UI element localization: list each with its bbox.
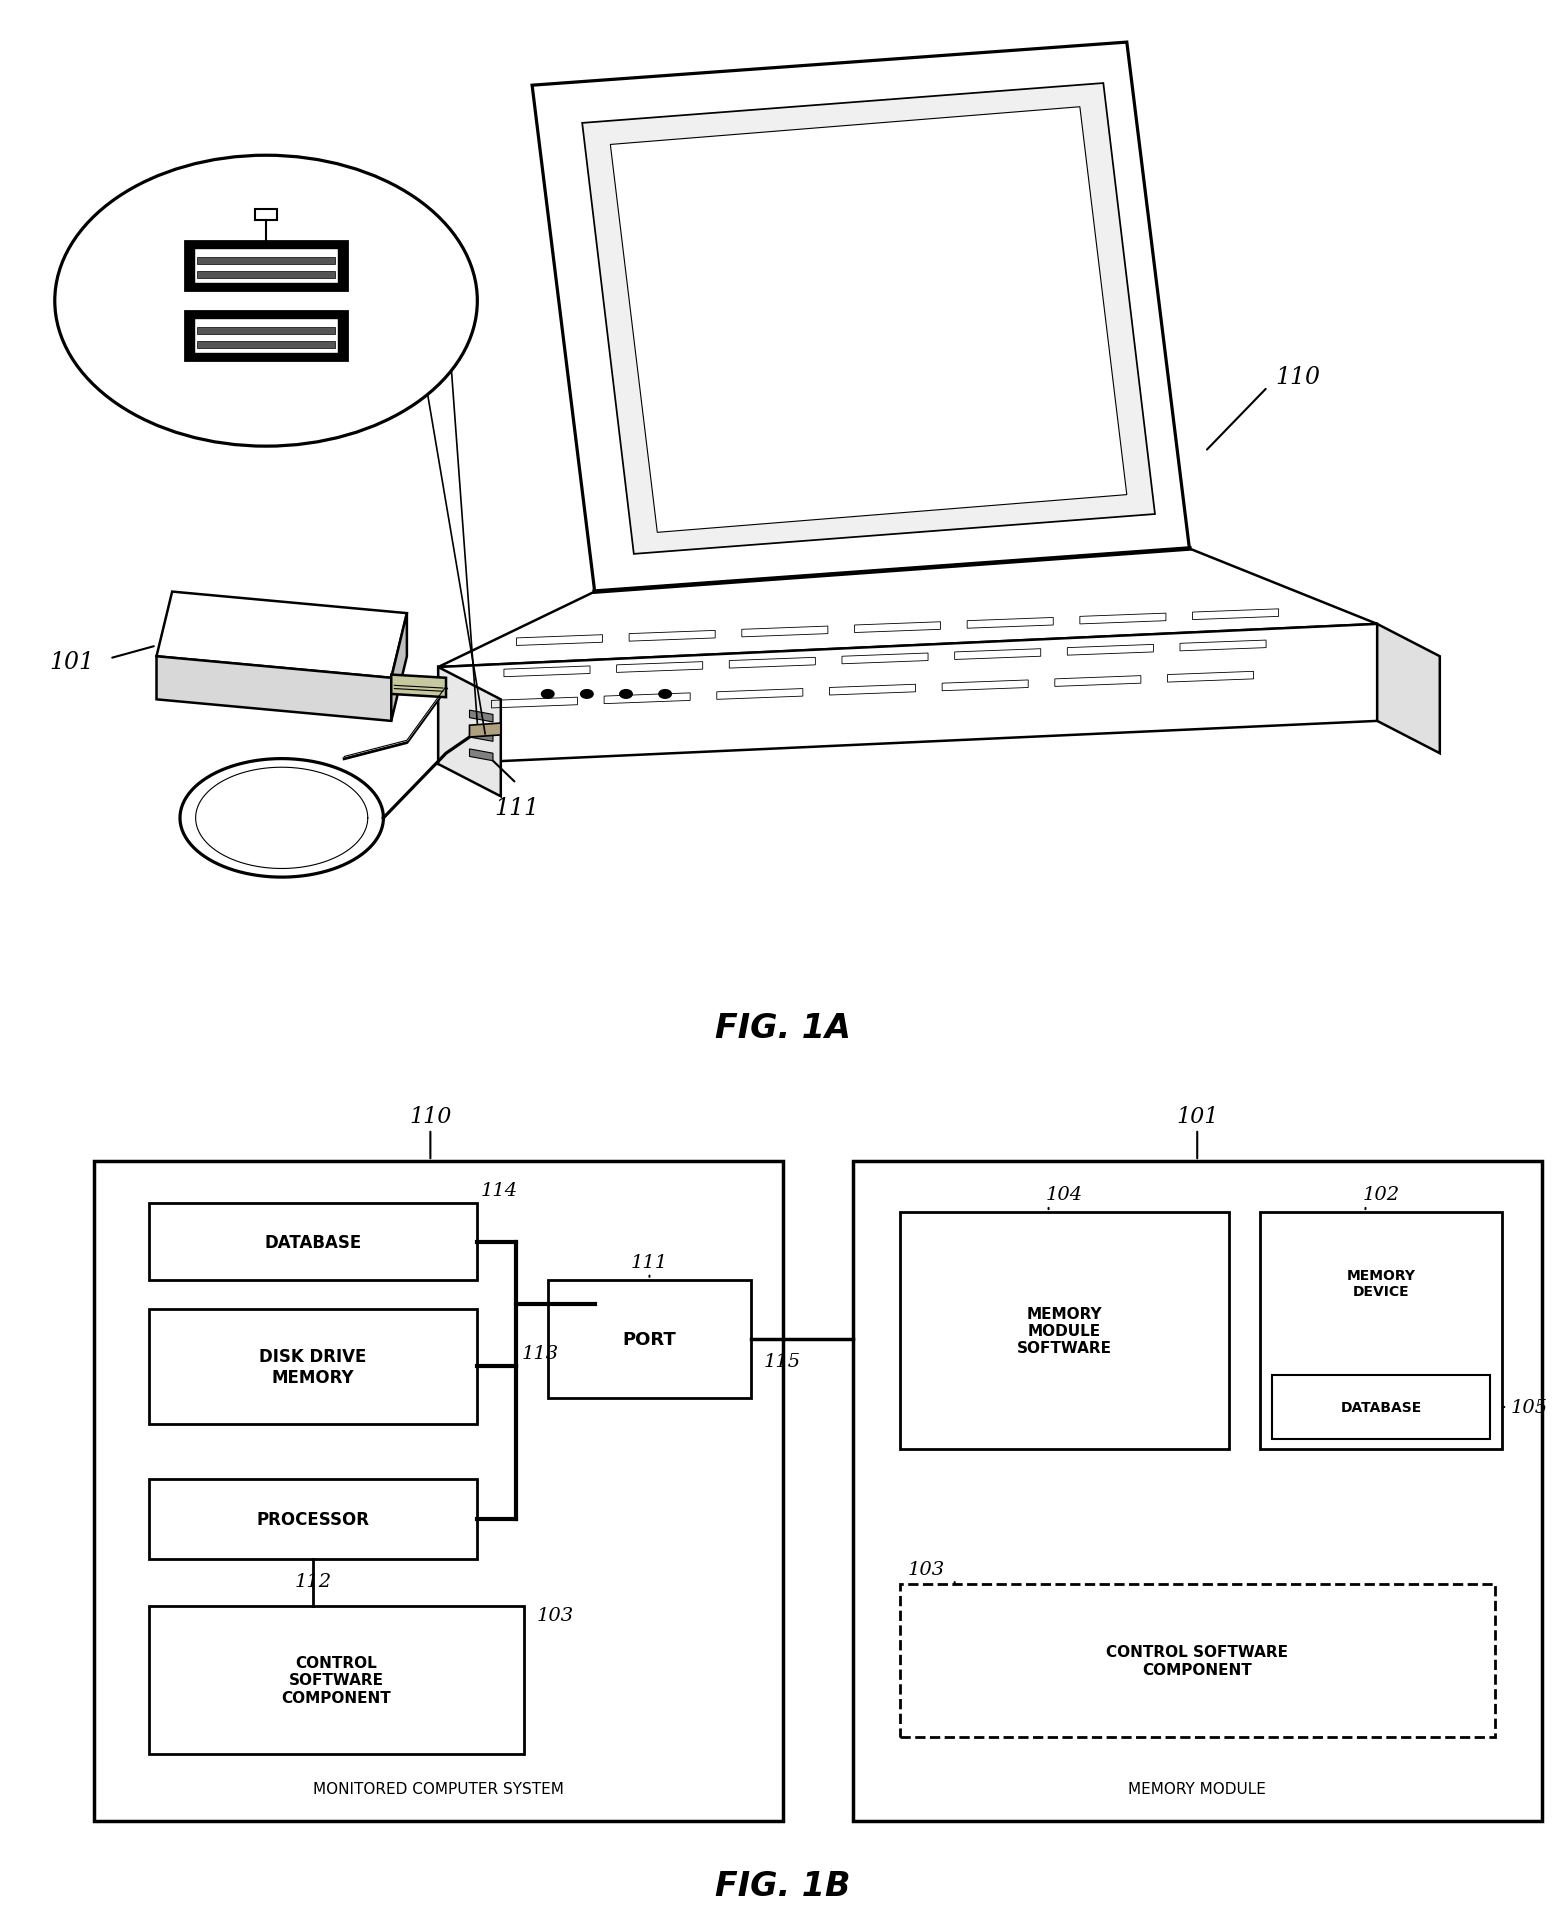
Circle shape: [541, 690, 554, 698]
Text: PROCESSOR: PROCESSOR: [257, 1510, 369, 1529]
Text: DATABASE: DATABASE: [264, 1233, 362, 1250]
Text: FIG. 1A: FIG. 1A: [715, 1011, 850, 1044]
Polygon shape: [470, 731, 493, 742]
Text: DISK DRIVE
MEMORY: DISK DRIVE MEMORY: [260, 1348, 366, 1386]
Bar: [548, 1281, 751, 1398]
Text: CONTROL SOFTWARE
COMPONENT: CONTROL SOFTWARE COMPONENT: [1106, 1644, 1288, 1677]
Bar: [149, 1479, 477, 1560]
Text: 102: 102: [1363, 1186, 1399, 1204]
Polygon shape: [1377, 625, 1440, 754]
Polygon shape: [156, 592, 407, 679]
Text: MEMORY
DEVICE: MEMORY DEVICE: [1346, 1269, 1416, 1298]
Polygon shape: [532, 42, 1189, 592]
Polygon shape: [470, 712, 493, 723]
Bar: [1272, 1375, 1490, 1438]
Text: 101: 101: [49, 650, 94, 673]
Bar: [149, 1204, 477, 1281]
Polygon shape: [156, 658, 391, 721]
Bar: [149, 1606, 524, 1754]
Polygon shape: [391, 675, 446, 698]
Polygon shape: [470, 750, 493, 762]
Polygon shape: [582, 85, 1155, 554]
Text: 115: 115: [764, 1352, 801, 1369]
Bar: [185, 242, 347, 290]
Text: MEMORY
MODULE
SOFTWARE: MEMORY MODULE SOFTWARE: [1017, 1306, 1111, 1356]
Circle shape: [581, 690, 593, 698]
Text: 110: 110: [408, 1106, 452, 1127]
Text: 114: 114: [480, 1181, 518, 1200]
Polygon shape: [610, 108, 1127, 533]
Text: PORT: PORT: [623, 1331, 676, 1348]
Bar: [1260, 1211, 1502, 1450]
Text: 112: 112: [294, 1571, 332, 1590]
Text: 103: 103: [537, 1606, 574, 1623]
Bar: [194, 319, 338, 354]
Circle shape: [659, 690, 671, 698]
Bar: [197, 327, 335, 335]
Bar: [185, 312, 347, 362]
Polygon shape: [438, 625, 1377, 765]
Text: 110: 110: [1275, 365, 1321, 388]
Text: 111: 111: [495, 796, 538, 819]
Bar: [900, 1211, 1229, 1450]
Polygon shape: [438, 667, 501, 796]
Bar: [149, 1310, 477, 1423]
Bar: [900, 1585, 1495, 1736]
Polygon shape: [391, 613, 407, 721]
Text: CONTROL
SOFTWARE
COMPONENT: CONTROL SOFTWARE COMPONENT: [282, 1656, 391, 1704]
Polygon shape: [438, 550, 1377, 667]
Text: 113: 113: [521, 1344, 559, 1361]
Text: 101: 101: [1175, 1106, 1219, 1127]
Bar: [197, 342, 335, 348]
Text: MONITORED COMPUTER SYSTEM: MONITORED COMPUTER SYSTEM: [313, 1781, 563, 1796]
Circle shape: [620, 690, 632, 698]
Bar: [194, 248, 338, 285]
Text: MEMORY MODULE: MEMORY MODULE: [1128, 1781, 1266, 1796]
Text: DATABASE: DATABASE: [1341, 1400, 1421, 1413]
Bar: [255, 210, 277, 221]
Bar: [853, 1161, 1542, 1821]
Text: FIG. 1B: FIG. 1B: [715, 1869, 850, 1902]
Bar: [197, 271, 335, 279]
Text: 105: 105: [1510, 1398, 1548, 1415]
Polygon shape: [470, 723, 501, 738]
Text: 103: 103: [908, 1560, 945, 1577]
Text: 111: 111: [631, 1254, 668, 1271]
Circle shape: [55, 156, 477, 446]
Bar: [197, 258, 335, 265]
Text: 104: 104: [1045, 1186, 1083, 1204]
Bar: [94, 1161, 782, 1821]
